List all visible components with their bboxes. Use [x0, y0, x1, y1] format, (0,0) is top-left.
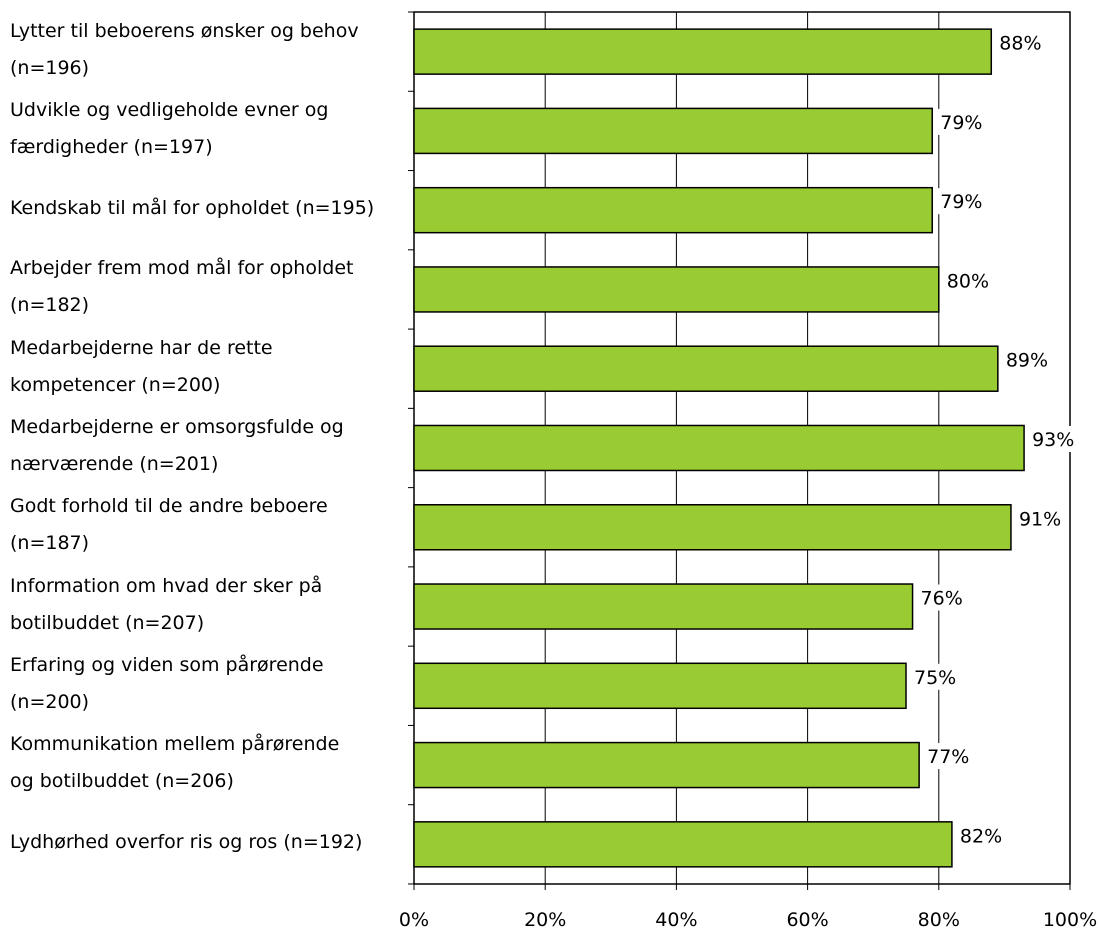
category-label: Lytter til beboerens ønsker og behov (n=… — [10, 19, 359, 79]
x-tick-label: 20% — [524, 909, 566, 931]
data-label-bg — [999, 346, 1048, 373]
bar — [413, 345, 999, 392]
data-label-bg — [1012, 505, 1061, 532]
data-label: 79% — [940, 191, 982, 213]
category-label: Kendskab til mål for opholdet (n=195) — [10, 196, 375, 219]
x-tick-label: 0% — [399, 909, 429, 931]
data-label: 76% — [921, 588, 963, 610]
data-label-bg — [940, 267, 989, 294]
category-label: Information om hvad der sker på botilbud… — [10, 574, 323, 634]
category-label: Udvikle og vedligeholde evner og færdigh… — [10, 98, 329, 158]
bar — [413, 821, 953, 868]
x-tick-label: 100% — [1043, 909, 1097, 931]
data-label-bg — [921, 743, 970, 770]
data-label: 89% — [1006, 350, 1048, 372]
data-label: 80% — [947, 270, 989, 292]
data-label: 82% — [960, 825, 1002, 847]
data-label-bg — [908, 663, 956, 690]
x-tick-label: 40% — [655, 909, 697, 931]
category-label: Arbejder frem mod mål for opholdet (n=18… — [10, 257, 354, 317]
data-label-bg — [1026, 425, 1075, 452]
data-label: 79% — [940, 112, 982, 134]
bar — [413, 107, 933, 155]
x-tick-label: 80% — [918, 909, 960, 931]
data-label: 88% — [999, 33, 1041, 55]
bar — [413, 424, 1025, 472]
data-label-bg — [993, 29, 1042, 56]
bar — [413, 186, 933, 234]
category-label: Medarbejderne har de rette kompetencer (… — [10, 336, 273, 396]
bar — [413, 28, 993, 75]
category-label: Erfaring og viden som pårørende (n=200) — [10, 653, 324, 713]
bar — [413, 662, 907, 710]
data-label-bg — [934, 108, 983, 135]
x-tick-label: 60% — [786, 909, 828, 931]
bar — [413, 741, 920, 789]
data-label: 91% — [1019, 508, 1061, 530]
category-label: Lydhørhed overfor ris og ros (n=192) — [10, 830, 363, 853]
bar — [413, 504, 1012, 551]
bar — [413, 583, 914, 630]
data-label: 77% — [927, 746, 969, 768]
data-label-bg — [953, 822, 1002, 849]
category-label: Medarbejderne er omsorgsfulde og nærvære… — [10, 415, 344, 475]
data-label: 75% — [914, 667, 956, 689]
data-label: 93% — [1032, 429, 1074, 451]
bar — [413, 266, 940, 313]
category-label: Godt forhold til de andre beboere (n=187… — [10, 495, 328, 555]
category-label: Kommunikation mellem pårørende og botilb… — [10, 733, 340, 793]
data-label-bg — [934, 188, 983, 215]
data-label-bg — [914, 584, 963, 611]
